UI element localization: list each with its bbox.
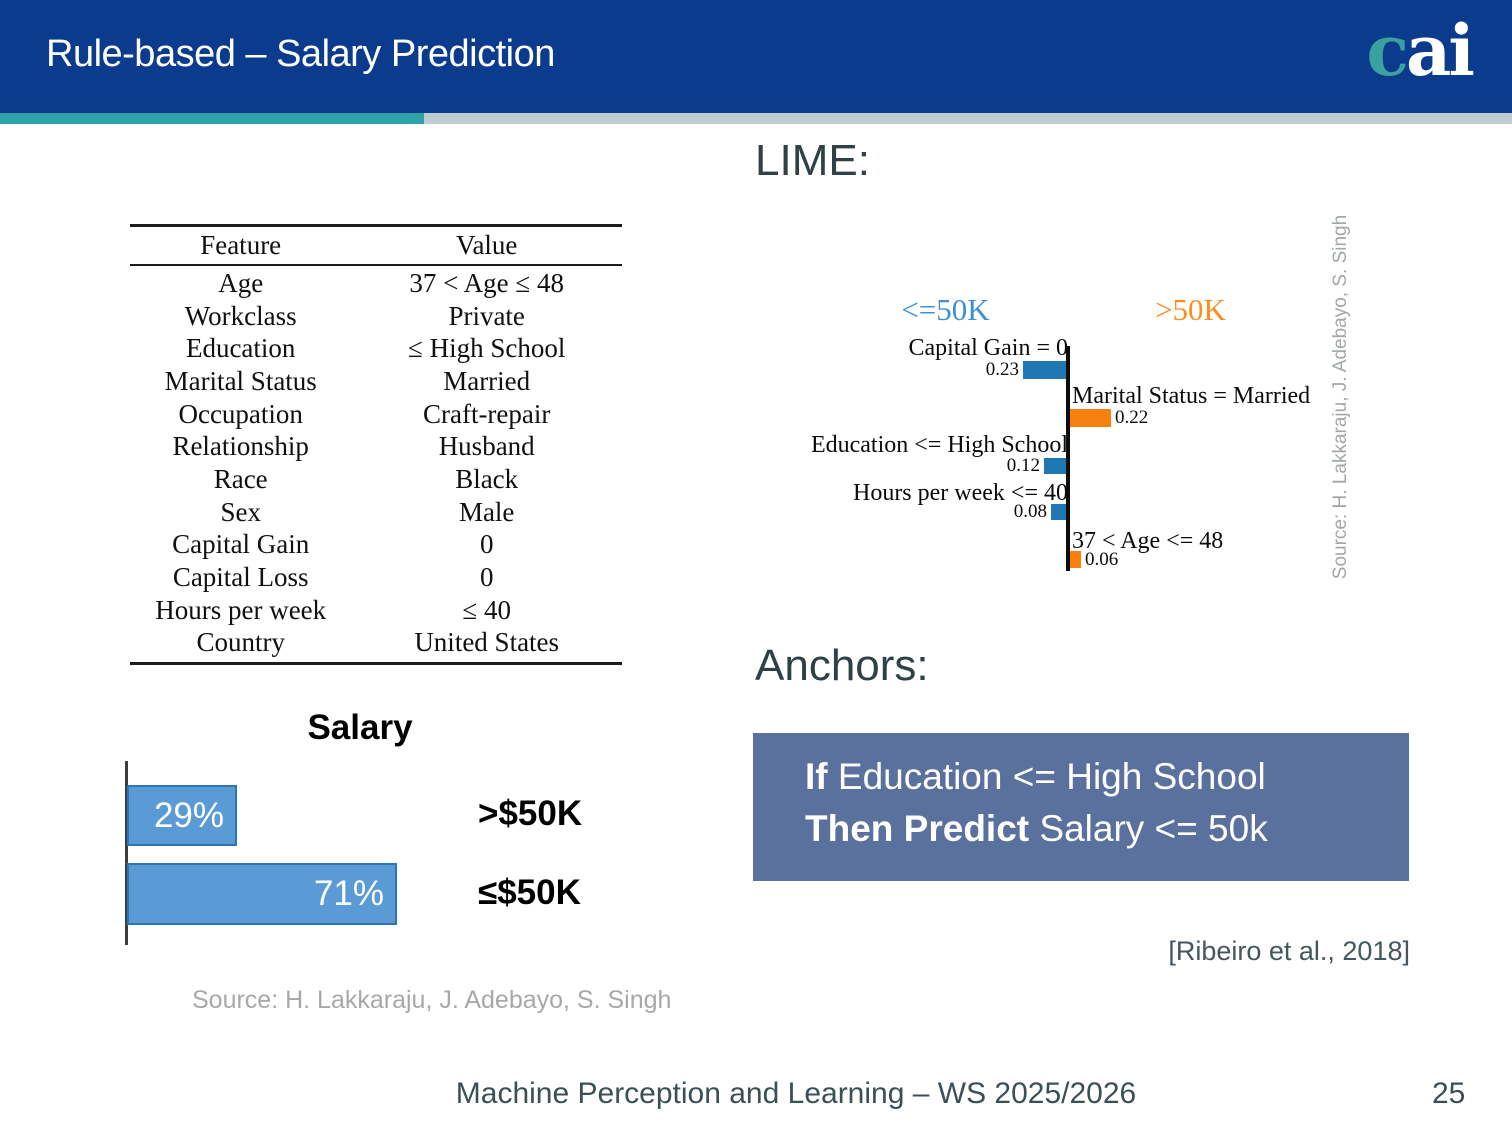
header-bar: Rule-based – Salary Prediction cai (0, 0, 1512, 113)
value-cell: Male (458, 496, 515, 527)
feature-cell: Education (185, 333, 296, 364)
anchors-rule-box: If Education <= High School Then Predict… (753, 733, 1409, 881)
value-cell: Husband (438, 431, 535, 462)
if-keyword: If (805, 756, 828, 797)
if-condition: Education <= High School (827, 756, 1266, 797)
value-cell: 0 (479, 529, 494, 560)
value-cell: ≤ 40 (462, 594, 511, 625)
lime-weight-value: 0.22 (1115, 407, 1149, 428)
logo-letters-ai: ai (1406, 9, 1475, 92)
value-cell: 0 (479, 562, 494, 593)
source-attribution-bottom: Source: H. Lakkaraju, J. Adebayo, S. Sin… (192, 986, 672, 1014)
feature-table-row: Hours per week ≤ 40 (130, 594, 622, 627)
feature-table-row: Marital Status Married (130, 365, 622, 398)
lime-weight-bar (1023, 361, 1066, 379)
feature-table-header: Feature Value (130, 224, 622, 266)
value-column-header: Value (455, 230, 518, 260)
salary-chart-title: Salary (307, 708, 413, 747)
feature-table-row: Capital Gain 0 (130, 529, 622, 562)
feature-cell: Marital Status (164, 365, 317, 396)
header-accent-teal (0, 113, 424, 124)
salary-category-gt50k: >$50K (478, 794, 583, 833)
lime-heading: LIME: (755, 136, 870, 185)
value-cell: Black (455, 463, 519, 494)
ribeiro-citation: [Ribeiro et al., 2018] (1168, 936, 1410, 966)
feature-table-row: Capital Loss 0 (130, 561, 622, 594)
feature-table-row: Workclass Private (130, 300, 622, 333)
value-cell: ≤ High School (408, 333, 566, 364)
slide-title: Rule-based – Salary Prediction (46, 33, 555, 75)
feature-table-row: Occupation Craft-repair (130, 398, 622, 431)
value-cell: United States (414, 627, 560, 658)
anchor-rule-then-line: Then Predict Salary <= 50k (805, 807, 1268, 851)
value-cell: 37 < Age ≤ 48 (409, 267, 564, 298)
lime-feature-label: 37 < Age <= 48 (1072, 528, 1224, 554)
lime-weight-bar (1051, 504, 1066, 520)
salary-bar-value-label: 29% (153, 795, 224, 835)
salary-bar: 29% (127, 785, 237, 846)
then-keyword: Then Predict (805, 808, 1030, 849)
anchors-heading: Anchors: (755, 641, 929, 690)
salary-bar-value-label: 71% (313, 874, 384, 913)
lime-class-label-gt50k: >50K (1155, 292, 1226, 327)
lime-zero-axis (1066, 346, 1070, 571)
feature-cell: Sex (220, 496, 261, 527)
footer-page-number: 25 (1432, 1077, 1466, 1110)
feature-table-row: Education ≤ High School (130, 332, 622, 365)
source-attribution-side: Source: H. Lakkaraju, J. Adebayo, S. Sin… (1330, 214, 1351, 580)
feature-cell: Race (213, 463, 268, 494)
lime-chart: <=50K >50K Capital Gain = 0 0.23 Marital S… (740, 280, 1360, 590)
lime-weight-bar (1044, 458, 1066, 474)
logo-letter-c: c (1366, 9, 1409, 92)
anchor-rule-if-line: If Education <= High School (805, 755, 1266, 799)
lime-weight-bar (1070, 409, 1111, 427)
feature-cell: Workclass (184, 300, 297, 331)
lime-feature-label: Marital Status = Married (1072, 383, 1311, 409)
feature-cell: Relationship (172, 431, 309, 462)
feature-table-row: Age 37 < Age ≤ 48 (130, 267, 622, 300)
salary-bar: 71% (127, 863, 397, 925)
value-cell: Married (443, 365, 531, 396)
feature-table-row: Sex Male (130, 496, 622, 529)
feature-cell: Hours per week (155, 594, 327, 625)
feature-cell: Age (218, 267, 264, 298)
feature-table-row: Race Black (130, 463, 622, 496)
salary-category-le50k: ≤$50K (478, 873, 581, 912)
lime-weight-value: 0.23 (985, 359, 1019, 380)
salary-chart-axis (125, 761, 128, 945)
lime-weight-value: 0.08 (1013, 501, 1047, 522)
value-cell: Craft-repair (422, 398, 551, 429)
feature-cell: Capital Gain (172, 529, 310, 560)
feature-cell: Capital Loss (172, 562, 309, 593)
value-cell: Private (448, 300, 525, 331)
lime-feature-label: Capital Gain = 0 (908, 335, 1068, 361)
lime-weight-bar (1070, 551, 1081, 568)
feature-table-row: Relationship Husband (130, 430, 622, 463)
lime-weight-value: 0.06 (1085, 548, 1119, 570)
salary-chart: Salary 29% 71% >$50K ≤$50K (110, 698, 670, 958)
header-accent-gray (424, 113, 1512, 124)
feature-column-header: Feature (200, 230, 282, 260)
footer-course-title: Machine Perception and Learning – WS 202… (455, 1077, 1137, 1110)
feature-table: Feature Value Age 37 < Age ≤ 48 Workclass P… (130, 224, 622, 666)
feature-cell: Occupation (178, 398, 303, 429)
lime-weight-value: 0.12 (1006, 455, 1040, 476)
lime-class-label-le50k: <=50K (901, 292, 990, 327)
then-prediction: Salary <= 50k (1029, 808, 1268, 849)
feature-table-body: Age 37 < Age ≤ 48 Workclass Private Educatio… (130, 266, 622, 666)
feature-table-row: Country United States (130, 627, 622, 660)
feature-cell: Country (196, 627, 285, 658)
lime-feature-label: Hours per week <= 40 (852, 480, 1068, 506)
lime-feature-label: Education <= High School (810, 432, 1068, 458)
cai-logo: cai (1366, 16, 1475, 86)
